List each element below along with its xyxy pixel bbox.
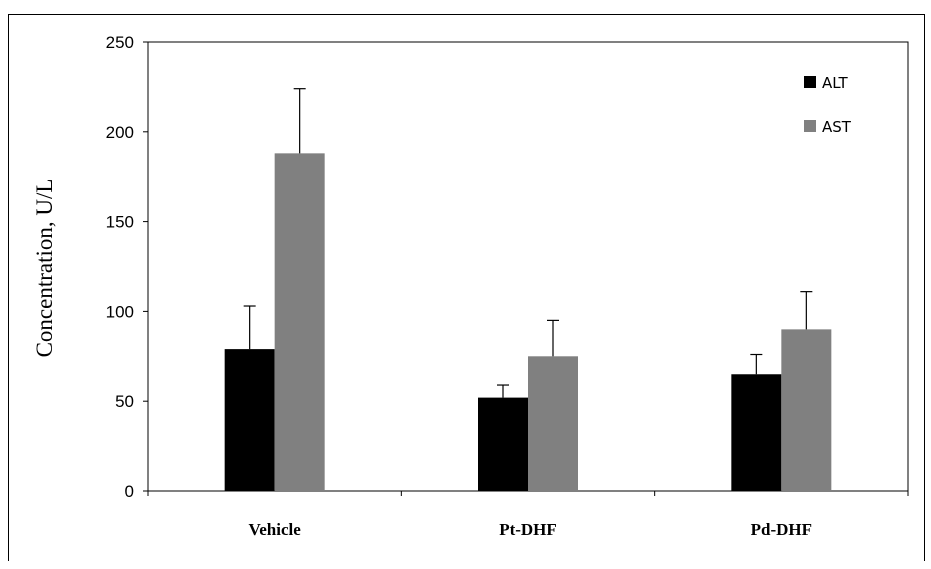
- legend: ALT AST: [804, 74, 852, 136]
- category-labels: Vehicle Pt-DHF Pd-DHF: [249, 520, 812, 539]
- category-label-pd-dhf: Pd-DHF: [751, 520, 812, 539]
- y-tick-label-2: 100: [106, 302, 134, 321]
- chart-frame: [8, 14, 925, 561]
- bar-alt-pd-dhf: [731, 374, 782, 491]
- legend-swatch-ast: [804, 120, 816, 132]
- bar-alt-vehicle: [224, 349, 275, 491]
- legend-label-ast: AST: [822, 118, 852, 136]
- category-label-pt-dhf: Pt-DHF: [499, 520, 557, 539]
- tick-labels: 0 50 100 150 200 250: [106, 33, 134, 501]
- y-tick-label-3: 150: [106, 213, 134, 232]
- legend-swatch-alt: [804, 76, 816, 88]
- y-tick-label-4: 200: [106, 123, 134, 142]
- category-label-vehicle: Vehicle: [249, 520, 302, 539]
- y-tick-label-1: 50: [115, 392, 134, 411]
- y-tick-label-5: 250: [106, 33, 134, 52]
- bar-ast-pd-dhf: [781, 329, 832, 491]
- error-bars: [243, 88, 813, 398]
- bar-ast-pt-dhf: [528, 356, 578, 491]
- bar-alt-pt-dhf: [478, 397, 528, 491]
- bar-ast-vehicle: [274, 153, 325, 492]
- y-tick-label-0: 0: [125, 482, 134, 501]
- bars: [224, 153, 832, 492]
- y-axis-label: Concentration, U/L: [32, 179, 57, 358]
- legend-label-alt: ALT: [822, 74, 849, 92]
